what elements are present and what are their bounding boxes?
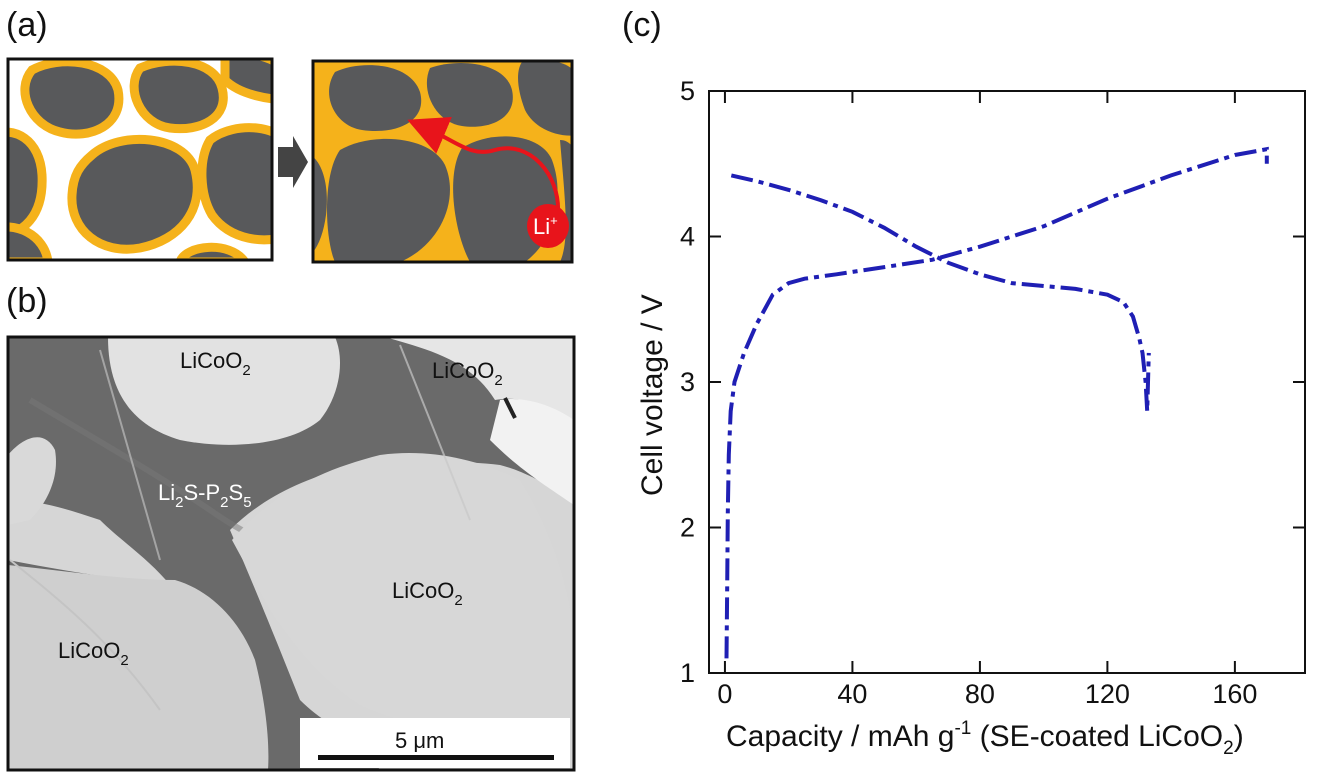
- particle: [313, 156, 327, 253]
- particle: [197, 123, 272, 245]
- schematic-after-panel: Li+: [311, 59, 574, 264]
- x-tick-label: 120: [1085, 679, 1130, 709]
- label-licoo2-bottom-left: LiCoO2: [58, 638, 129, 669]
- panel-label-a: (a): [6, 6, 48, 44]
- particle: [326, 138, 450, 262]
- li-ion-icon: Li+: [527, 204, 569, 248]
- label-electrolyte: Li2S-P2S5: [158, 480, 252, 511]
- li-ion-path-arrow: [407, 116, 561, 214]
- schematic-before-panel: [6, 57, 274, 262]
- y-tick-label: 5: [680, 76, 695, 106]
- licoo2-particle: [108, 337, 340, 445]
- licoo2-particle: [385, 337, 574, 420]
- voltage-capacity-chart: 0 40 80 120 160 1 2 3 4 5 Capacity / mAh g-1 (SE-…: [636, 76, 1306, 759]
- particle: [176, 242, 250, 260]
- y-axis-title: Cell voltage / V: [636, 294, 669, 496]
- svg-text:5 μm: 5 μm: [395, 728, 444, 753]
- y-tick-label: 4: [680, 222, 695, 252]
- particle: [129, 59, 228, 134]
- x-tick-label: 80: [965, 679, 995, 709]
- panel-label-b: (b): [6, 282, 48, 320]
- particle: [518, 61, 572, 136]
- particle: [426, 63, 513, 127]
- transition-arrow-icon: [278, 136, 308, 188]
- label-licoo2-center-right: LiCoO2: [392, 578, 463, 609]
- particle: [20, 59, 124, 139]
- series-line-charge: [724, 146, 1269, 659]
- particle: [67, 134, 202, 254]
- svg-text:Li+: Li+: [533, 213, 558, 239]
- x-tick-label: 40: [837, 679, 867, 709]
- label-licoo2-top-left: LiCoO2: [180, 348, 251, 379]
- licoo2-particle: [8, 565, 269, 770]
- plot-frame: [708, 90, 1306, 674]
- particle: [560, 140, 572, 262]
- sem-micrograph: LiCoO2 LiCoO2 LiCoO2 LiCoO2 Li2S-P2S5 5 …: [6, 335, 576, 772]
- scale-bar: 5 μm: [300, 718, 570, 768]
- licoo2-particle: [490, 399, 574, 505]
- y-tick-label: 1: [680, 658, 695, 688]
- licoo2-particle: [8, 437, 56, 525]
- y-tick-label: 2: [680, 513, 695, 543]
- series-line-discharge: [730, 173, 1151, 412]
- x-tick-label: 160: [1212, 679, 1257, 709]
- particle: [329, 65, 422, 132]
- x-tick-label: 0: [717, 679, 732, 709]
- x-axis-title: Capacity / mAh g-1 (SE-coated LiCoO2): [726, 718, 1244, 759]
- y-tick-label: 3: [680, 367, 695, 397]
- particle: [8, 222, 53, 260]
- label-licoo2-top-right: LiCoO2: [432, 358, 503, 389]
- particle: [220, 59, 272, 104]
- licoo2-particle: [232, 452, 574, 728]
- panel-label-c: (c): [622, 6, 662, 44]
